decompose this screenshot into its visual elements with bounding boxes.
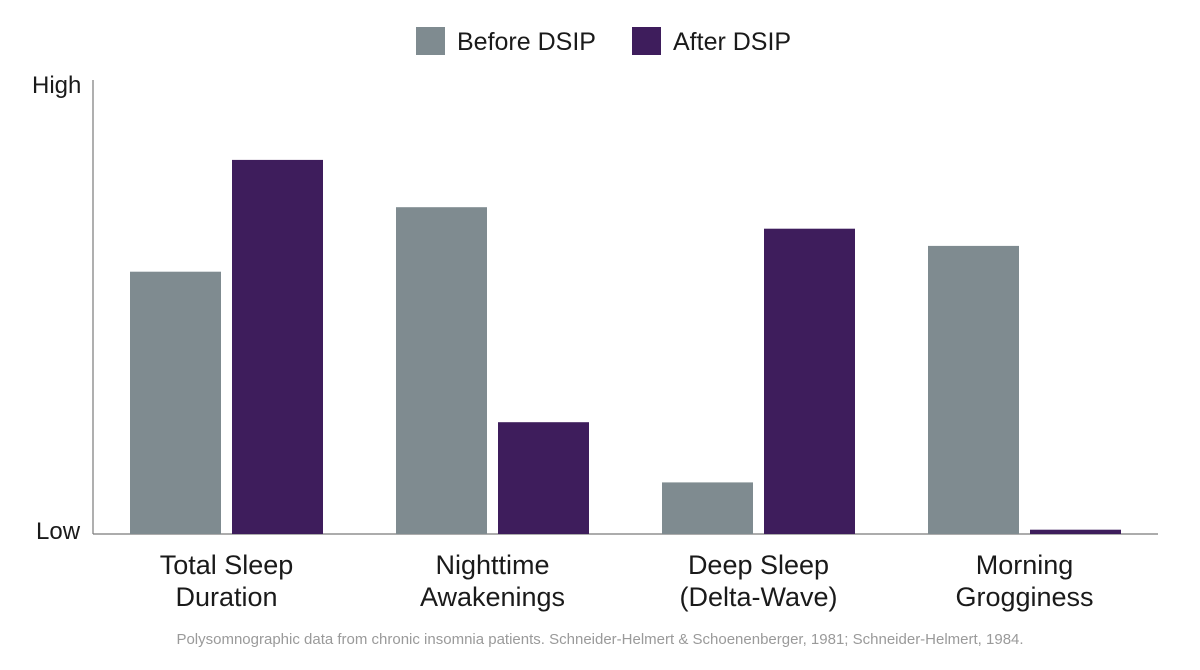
y-tick-label-low: Low — [36, 518, 81, 545]
bar-after-2 — [498, 422, 589, 534]
category-label-4-line-2: Grogginess — [955, 582, 1093, 612]
bar-before-1 — [130, 271, 221, 534]
y-tick-label-high: High — [32, 72, 81, 99]
bar-before-4 — [928, 245, 1019, 534]
legend-swatch-after — [632, 27, 661, 55]
category-label-2-line-2: Awakenings — [420, 582, 565, 612]
legend-label-after: After DSIP — [673, 28, 791, 56]
category-label-4-line-1: Morning — [976, 550, 1074, 580]
legend: Before DSIP After DSIP — [416, 27, 791, 56]
bar-after-3 — [764, 228, 855, 534]
bar-after-1 — [232, 159, 323, 534]
bars-group — [130, 159, 1121, 534]
category-label-3-line-2: (Delta-Wave) — [679, 582, 837, 612]
category-label-3-line-1: Deep Sleep — [688, 550, 829, 580]
bar-after-4 — [1030, 529, 1121, 534]
category-label-1-line-2: Duration — [175, 582, 277, 612]
bar-before-3 — [662, 482, 753, 534]
legend-label-before: Before DSIP — [457, 28, 596, 56]
legend-swatch-before — [416, 27, 445, 55]
bar-before-2 — [396, 207, 487, 534]
category-label-2-line-1: Nighttime — [435, 550, 549, 580]
category-label-1-line-1: Total Sleep — [160, 550, 294, 580]
chart-caption: Polysomnographic data from chronic insom… — [176, 631, 1024, 648]
